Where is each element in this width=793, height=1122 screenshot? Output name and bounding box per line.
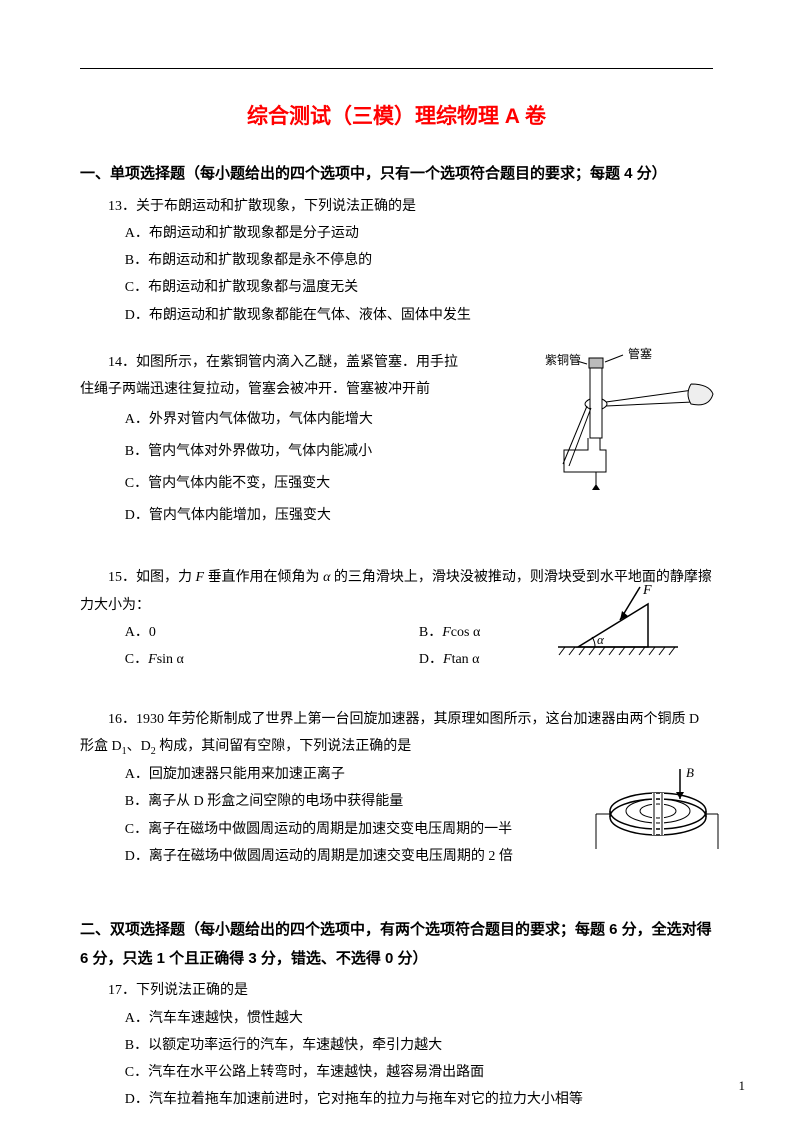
q17-option-d: D．汽车拉着拖车加速前进时，它对拖车的拉力与拖车对它的拉力大小相等 <box>125 1086 713 1113</box>
question-15: 15．如图，力 F 垂直作用在倾角为 α 的三角滑块上，滑块没被推动，则滑块受到… <box>80 564 713 673</box>
page-number: 1 <box>739 1078 746 1094</box>
q15-figure: α F <box>553 582 683 672</box>
q13-stem: 13．关于布朗运动和扩散现象，下列说法正确的是 <box>80 193 713 220</box>
question-14: 14．如图所示，在紫铜管内滴入乙醚，盖紧管塞．用手拉住绳子两端迅速往复拉动，管塞… <box>80 349 713 532</box>
q13-option-b: B．布朗运动和扩散现象都是永不停息的 <box>125 247 713 274</box>
question-17: 17．下列说法正确的是 A．汽车车速越快，惯性越大 B．以额定功率运行的汽车，车… <box>80 977 713 1113</box>
question-16: 16．1930 年劳伦斯制成了世界上第一台回旋加速器，其原理如图所示，这台加速器… <box>80 706 713 871</box>
label-alpha: α <box>597 632 605 647</box>
q14-option-d: D．管内气体内能增加，压强变大 <box>125 500 713 532</box>
q14-stem: 14．如图所示，在紫铜管内滴入乙醚，盖紧管塞．用手拉住绳子两端迅速往复拉动，管塞… <box>80 349 460 404</box>
q17-option-a: A．汽车车速越快，惯性越大 <box>125 1005 713 1032</box>
question-13: 13．关于布朗运动和扩散现象，下列说法正确的是 A．布朗运动和扩散现象都是分子运… <box>80 193 713 329</box>
section-1-heading: 一、单项选择题（每小题给出的四个选项中，只有一个选项符合题目的要求；每题 4 分… <box>80 160 713 189</box>
q13-option-a: A．布朗运动和扩散现象都是分子运动 <box>125 220 713 247</box>
label-f: F <box>642 583 652 598</box>
q16-stem: 16．1930 年劳伦斯制成了世界上第一台回旋加速器，其原理如图所示，这台加速器… <box>80 706 713 762</box>
label-b: B <box>686 765 694 780</box>
q14-figure: 紫铜管 管塞 <box>493 344 723 504</box>
q17-option-b: B．以额定功率运行的汽车，车速越快，牵引力越大 <box>125 1032 713 1059</box>
page: 综合测试（三模）理综物理 A 卷 一、单项选择题（每小题给出的四个选项中，只有一… <box>0 0 793 1122</box>
document-title: 综合测试（三模）理综物理 A 卷 <box>80 100 713 130</box>
q17-option-c: C．汽车在水平公路上转弯时，车速越快，越容易滑出路面 <box>125 1059 713 1086</box>
label-stopper: 管塞 <box>628 346 652 361</box>
q17-stem: 17．下列说法正确的是 <box>80 977 713 1004</box>
q13-option-c: C．布朗运动和扩散现象都与温度无关 <box>125 274 713 301</box>
section-2-heading: 二、双项选择题（每小题给出的四个选项中，有两个选项符合题目的要求；每题 6 分，… <box>80 916 713 973</box>
label-copper-tube: 紫铜管 <box>545 352 581 367</box>
q16-figure: B <box>593 756 723 866</box>
q13-option-d: D．布朗运动和扩散现象都能在气体、液体、固体中发生 <box>125 302 713 329</box>
q15-option-a: A．0 <box>125 619 419 646</box>
q15-option-c: C．Fsin α <box>125 646 419 673</box>
top-rule <box>80 68 713 69</box>
